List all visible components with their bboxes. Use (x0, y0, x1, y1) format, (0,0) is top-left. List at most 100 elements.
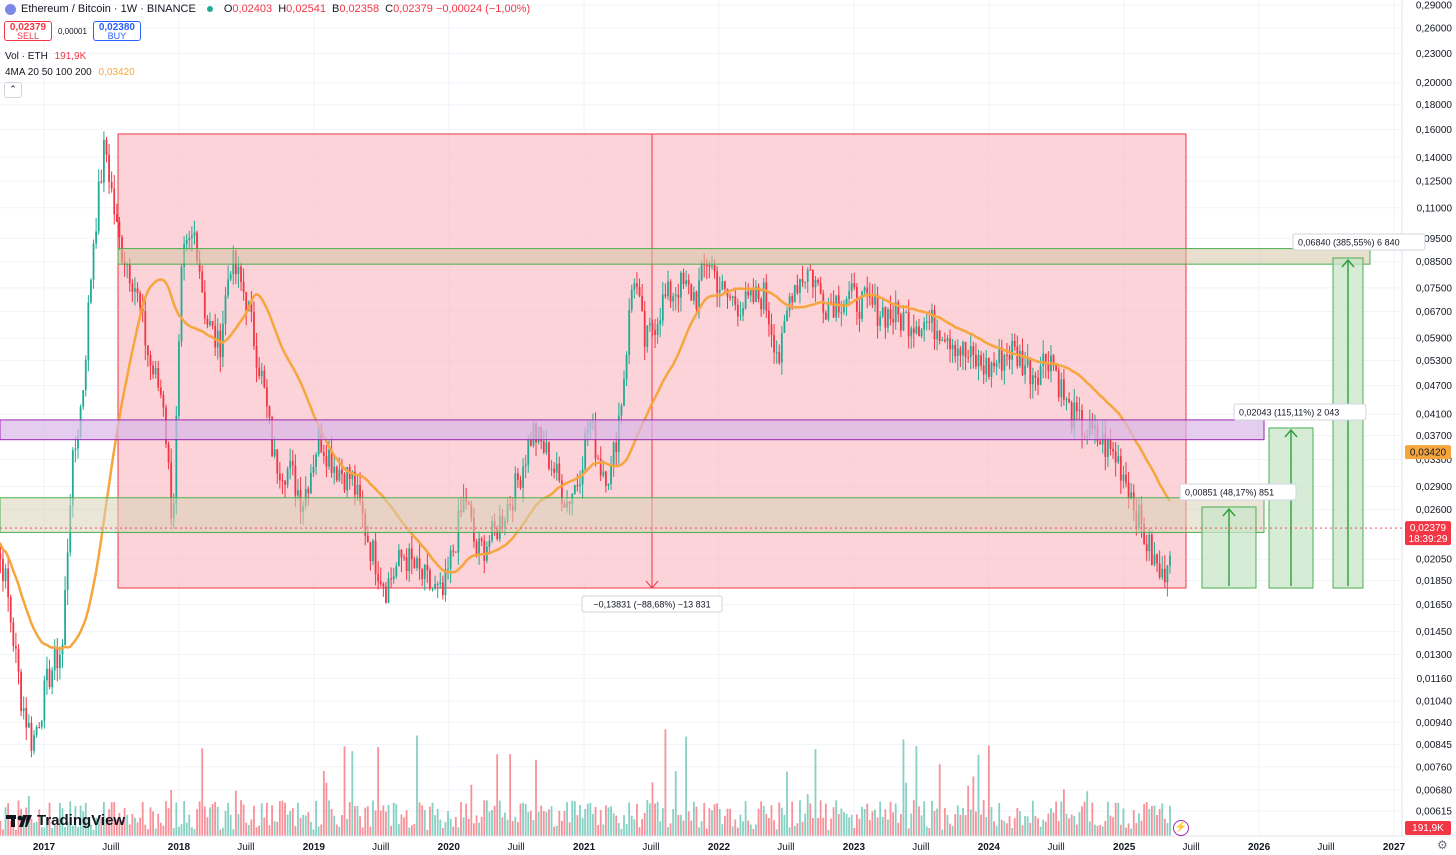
volume-bar (162, 825, 165, 836)
candle-body (439, 582, 442, 585)
candle-body (1070, 402, 1073, 429)
candle-body (196, 232, 198, 261)
time-tick-label: Juill (507, 842, 524, 853)
time-tick-label: Juill (912, 842, 929, 853)
volume-bar (1169, 805, 1171, 836)
volume-bar (467, 818, 470, 836)
time-tick-label: 2025 (1113, 842, 1136, 853)
candle-body (791, 296, 794, 303)
gear-icon[interactable]: ⚙ (1437, 838, 1448, 852)
volume-bar (426, 829, 429, 836)
volume-bar (1057, 821, 1060, 836)
symbol-title[interactable]: Ethereum / Bitcoin · 1W · BINANCE (21, 3, 196, 15)
volume-bar (806, 794, 809, 836)
volume-bar (703, 802, 706, 836)
volume-bar (700, 821, 703, 836)
candle-body (648, 323, 651, 326)
volume-bar (708, 808, 711, 836)
volume-bar (185, 822, 188, 836)
candle-body (853, 283, 856, 288)
candle-body (193, 232, 196, 236)
candle-body (773, 335, 775, 353)
volume-bar (711, 810, 713, 836)
candle-body (788, 296, 791, 311)
candle-body (180, 266, 183, 342)
candle-body (861, 291, 863, 319)
candle-body (998, 347, 1001, 364)
volume-bar (190, 827, 193, 836)
candle-body (1006, 354, 1008, 356)
candle-body (692, 291, 695, 301)
volume-bar (108, 809, 110, 836)
volume-bar (12, 822, 15, 836)
time-tick-label: Juill (1048, 842, 1065, 853)
volume-tag (1405, 821, 1451, 835)
collapse-legend-button[interactable]: ⌃ (4, 82, 22, 98)
volume-bar (1166, 823, 1169, 836)
volume-bar (946, 814, 949, 836)
volume-bar (1044, 821, 1047, 836)
candle-body (881, 307, 884, 317)
candle-body (413, 559, 416, 569)
volume-bar (206, 817, 209, 836)
candle-body (558, 463, 561, 481)
candle-body (835, 295, 838, 318)
candle-body (250, 301, 253, 312)
price-axis-bg (1402, 0, 1456, 836)
candle-body (185, 240, 188, 244)
volume-bar (799, 800, 801, 836)
candle-body (760, 298, 763, 310)
candle-body (905, 312, 907, 314)
volume-bar (848, 817, 851, 836)
candle-body (850, 283, 853, 292)
volume-bar (801, 821, 804, 836)
volume-bar (416, 735, 418, 836)
volume-bar (341, 815, 343, 836)
candle-body (152, 365, 154, 375)
volume-bar (454, 817, 457, 836)
volume-bar (610, 806, 612, 836)
price-tick-label: 0,02600 (1416, 505, 1453, 516)
volume-bar (193, 829, 196, 836)
candle-body (35, 727, 38, 736)
candle-body (240, 266, 242, 283)
candle-body (982, 365, 985, 375)
volume-bar (2, 829, 4, 836)
ma-indicator-value: 0,03420 (98, 67, 135, 78)
candle-body (224, 295, 227, 324)
volume-bar (881, 816, 884, 836)
candle-body (1158, 563, 1161, 578)
lightning-icon[interactable]: ⚡ (1173, 820, 1189, 836)
candle-body (529, 439, 532, 446)
candle-body (669, 281, 672, 302)
volume-bar (511, 820, 514, 836)
volume-indicator-legend[interactable]: Vol · ETH 191,9K (5, 51, 86, 62)
ma-indicator-legend[interactable]: 4MA 20 50 100 200 0,03420 (5, 67, 135, 78)
volume-bar (289, 811, 292, 836)
volume-bar (938, 764, 941, 836)
candle-body (954, 344, 957, 357)
candle-body (1037, 377, 1039, 385)
candle-body (806, 269, 809, 282)
volume-bar (281, 800, 284, 836)
volume-bar (537, 811, 540, 836)
candle-body (871, 297, 874, 305)
candle-body (276, 449, 279, 474)
buy-button[interactable]: 0,02380 BUY (92, 21, 141, 41)
sell-button[interactable]: 0,02379 SELL (4, 21, 52, 41)
candle-body (1104, 433, 1107, 457)
volume-bar (576, 815, 579, 836)
candle-body (752, 288, 755, 302)
price-tick-label: 0,02050 (1416, 555, 1453, 566)
tradingview-logo[interactable]: TradingView (6, 812, 125, 829)
candle-body (229, 274, 232, 280)
volume-bar (773, 820, 775, 836)
price-tick-label: 0,18000 (1416, 100, 1453, 111)
candle-body (943, 339, 946, 342)
candle-body (695, 291, 698, 310)
price-tick-label: 0,00615 (1416, 807, 1453, 818)
volume-bar (201, 748, 204, 836)
spread-value: 0,00001 (58, 26, 87, 36)
volume-bar (907, 828, 910, 836)
